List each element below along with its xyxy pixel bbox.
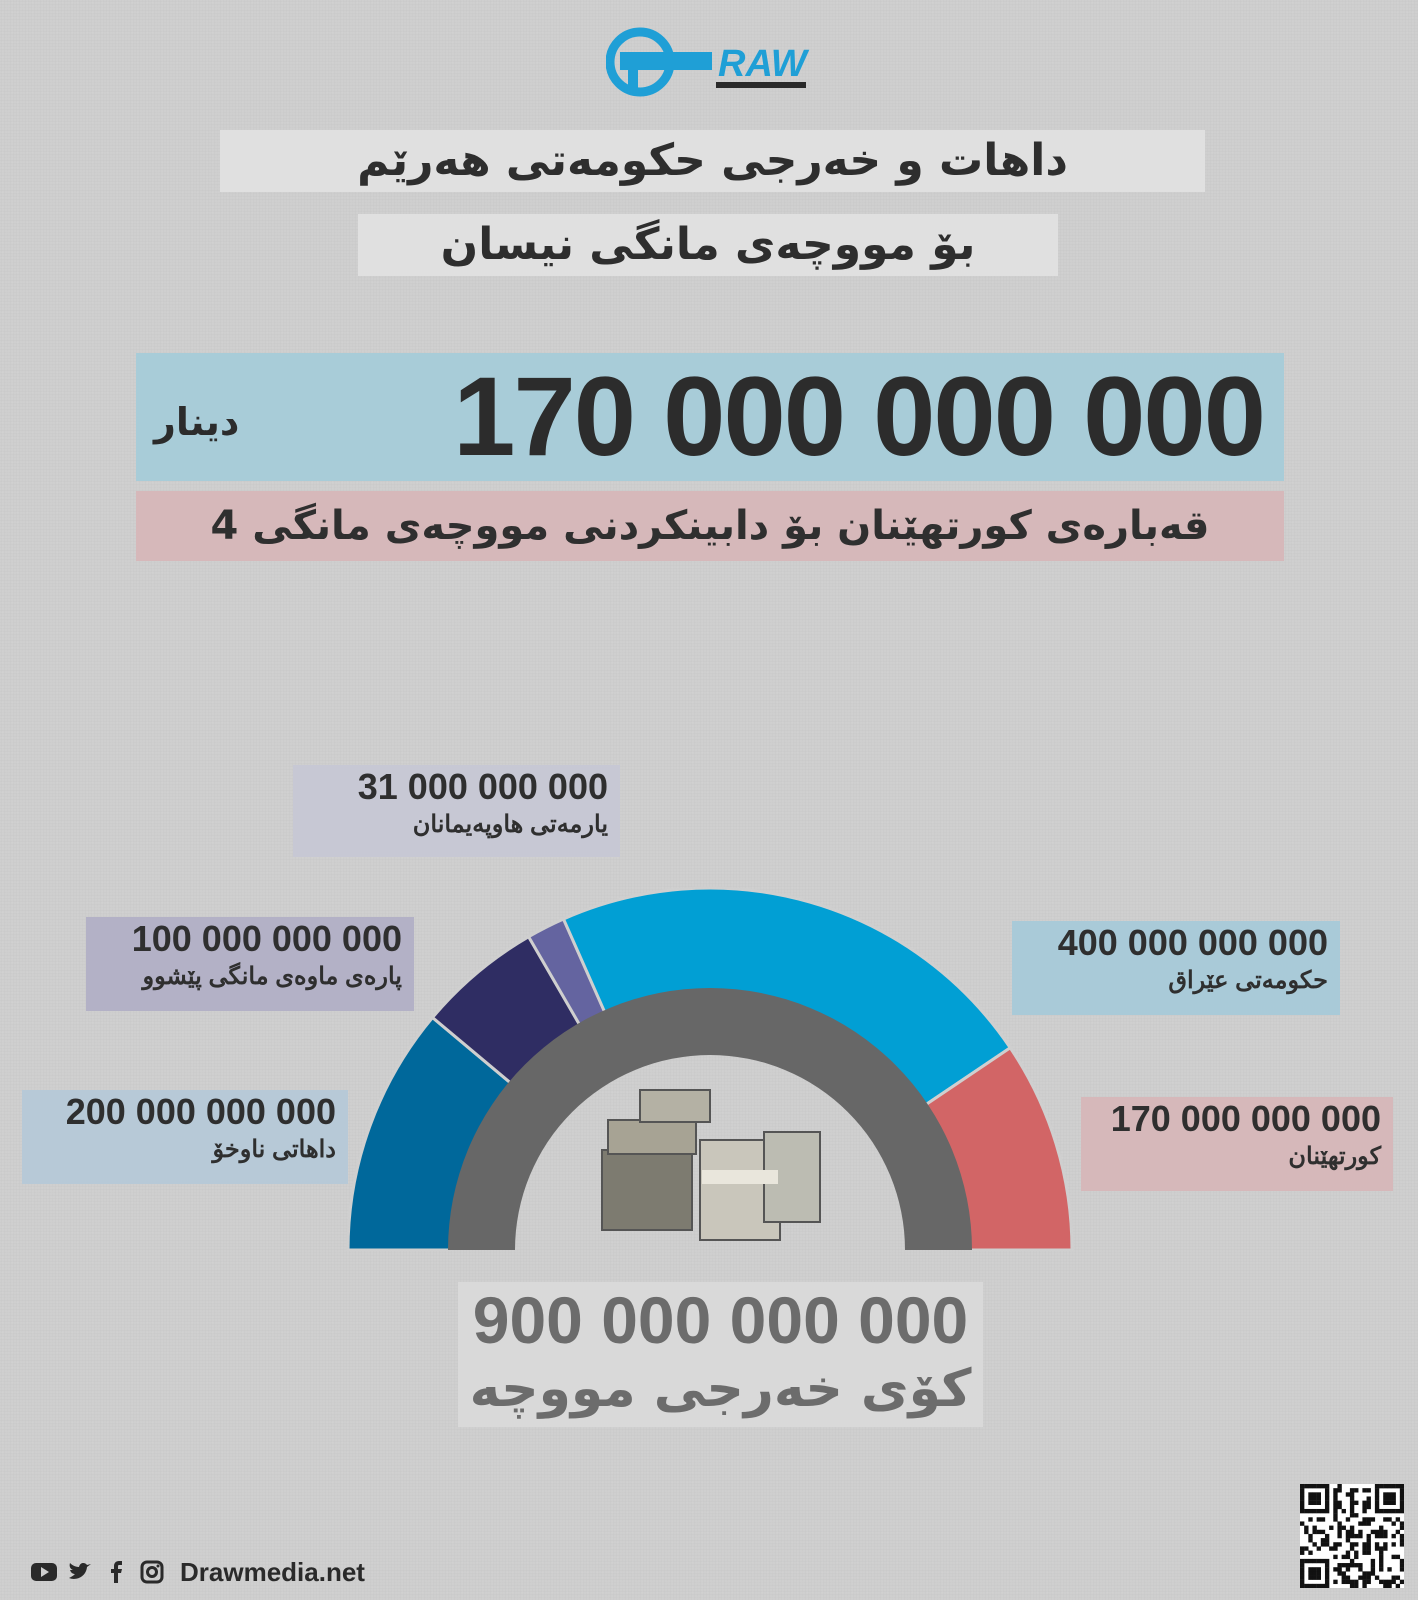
website-link[interactable]: Drawmedia.net	[180, 1556, 365, 1587]
donut-segment-3	[561, 886, 1013, 1108]
headline-caption: قەبارەی کورتهێنان بۆ دابینکردنی مووچەی م…	[136, 491, 1284, 561]
total-value: 900 000 000 000	[472, 1283, 969, 1357]
headline-box: دینار 170 000 000 000	[136, 353, 1284, 481]
headline-value: 170 000 000 000	[453, 354, 1266, 479]
title-line-2: بۆ مووچەی مانگی نیسان	[358, 214, 1058, 276]
money-stack-illustration	[601, 1089, 821, 1241]
segment-value: 31 000 000 000	[357, 766, 608, 807]
qr-code[interactable]	[1300, 1484, 1404, 1588]
logo-text: RAW	[718, 43, 810, 85]
segment-title: داهاتی ناوخۆ	[212, 1136, 337, 1163]
total-label: کۆی خەرجی مووچە	[469, 1359, 972, 1419]
instagram-icon[interactable]	[138, 1559, 166, 1585]
donut-total-ring	[448, 988, 972, 1250]
title-line-1: داهات و خەرجی حکومەتی هەرێم	[220, 130, 1205, 192]
segment-label-previous-month: 100 000 000 000 پارەی ماوەی مانگی پێشوو	[86, 917, 414, 1011]
facebook-icon[interactable]	[102, 1559, 130, 1585]
total-box: 900 000 000 000 کۆی خەرجی مووچە	[458, 1282, 983, 1427]
segment-title: پارەی ماوەی مانگی پێشوو	[142, 963, 403, 990]
segment-label-allies: 31 000 000 000 یارمەتی هاوپەیمانان	[293, 765, 620, 857]
segment-value: 200 000 000 000	[65, 1091, 336, 1132]
segment-title: کورتهێنان	[1288, 1143, 1381, 1170]
headline-unit: دینار	[154, 400, 240, 444]
salary-donut-chart	[346, 886, 1074, 1252]
segment-value: 400 000 000 000	[1057, 922, 1328, 963]
segment-value: 100 000 000 000	[131, 918, 402, 959]
segment-label-deficit: 170 000 000 000 کورتهێنان	[1081, 1097, 1393, 1191]
segment-title: یارمەتی هاوپەیمانان	[412, 811, 608, 838]
segment-label-iraq: 400 000 000 000 حکومەتی عێراق	[1012, 921, 1340, 1015]
segment-label-domestic: 200 000 000 000 داهاتی ناوخۆ	[22, 1090, 348, 1184]
segment-title: حکومەتی عێراق	[1168, 967, 1328, 994]
segment-value: 170 000 000 000	[1110, 1098, 1381, 1139]
footer: Drawmedia.net	[30, 1556, 365, 1588]
twitter-icon[interactable]	[66, 1559, 94, 1585]
draw-logo: RAW	[606, 27, 810, 97]
youtube-icon[interactable]	[30, 1559, 58, 1585]
